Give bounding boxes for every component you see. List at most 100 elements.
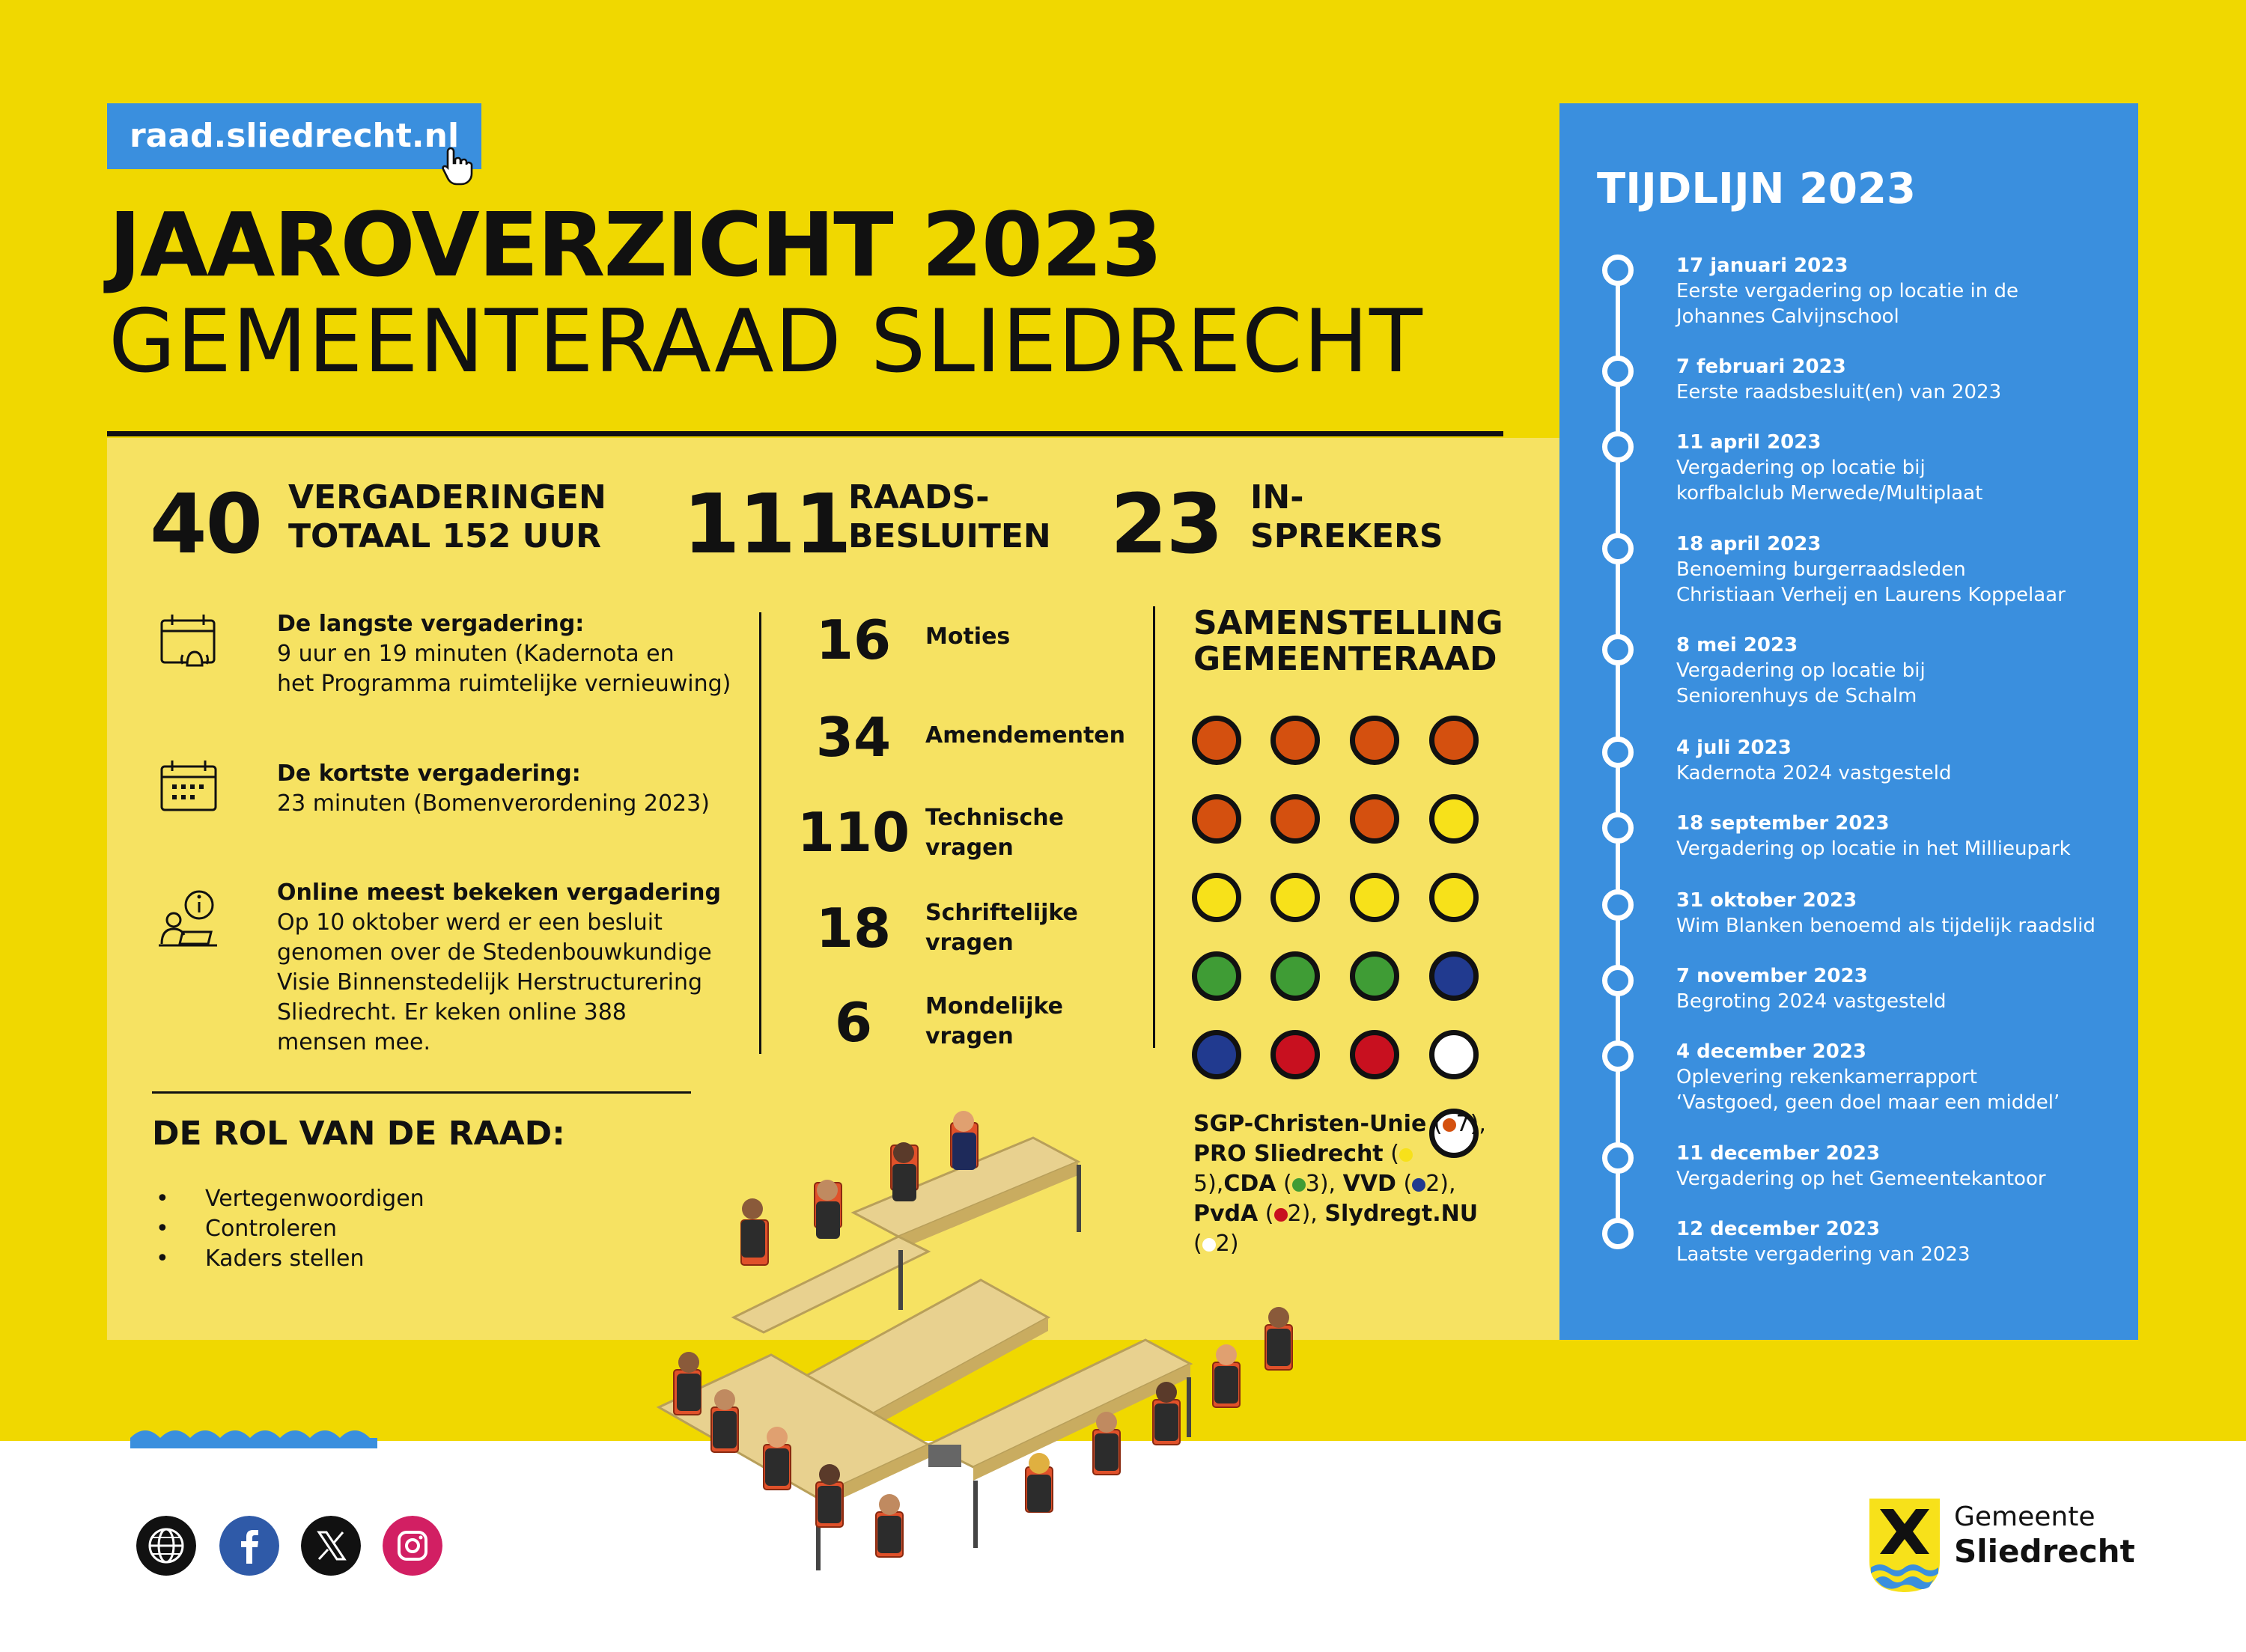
stat-meetings-label-1: VERGADERINGEN (288, 478, 606, 516)
legend-seat-count: 2 (1287, 1201, 1302, 1227)
seat-circle (1429, 951, 1479, 1001)
calendar-icon (160, 761, 217, 811)
longest-meeting-heading: De langste vergadering: (277, 611, 585, 637)
seat-circle (1429, 873, 1479, 922)
role-item: Kaders stellen (205, 1246, 365, 1272)
legend-close-paren: ), (1319, 1171, 1343, 1197)
page-subtitle: GEMEENTERAAD SLIEDRECHT (109, 291, 1423, 392)
seat-circle (1350, 951, 1399, 1001)
timeline-date: 17 januari 2023 (1676, 254, 1848, 277)
website-url-link[interactable]: raad.sliedrecht.nl (107, 103, 481, 169)
seat-circle (1192, 1030, 1241, 1079)
legend-party-name: Slydregt.NU (1324, 1201, 1479, 1227)
timeline-text: Eerste raadsbesluit(en) van 2023 (1676, 381, 2002, 403)
council-meeting-illustration (656, 1111, 1293, 1570)
column-divider-left (759, 612, 761, 1054)
timeline-node (1602, 1040, 1634, 1072)
timeline-text: Vergadering op het Gemeentekantoor (1676, 1168, 2046, 1190)
wave-decoration-icon (130, 1430, 377, 1448)
most-viewed-heading: Online meest bekeken vergadering (277, 880, 721, 906)
legend-open-paren: ( (1383, 1141, 1399, 1167)
stat-meetings-number: 40 (150, 476, 263, 572)
legend-close-paren: ), (1301, 1201, 1325, 1227)
timeline-text: Kadernota 2024 vastgesteld (1676, 762, 1952, 784)
seat-circle (1350, 716, 1399, 765)
seat-circle (1350, 873, 1399, 922)
timeline-date: 11 december 2023 (1676, 1142, 1881, 1165)
seat-circle (1192, 951, 1241, 1001)
legend-party-name: VVD (1342, 1171, 1396, 1197)
legend-seat-count: 2 (1425, 1171, 1440, 1197)
legend-close-paren: ), (1440, 1171, 1456, 1197)
role-bullet: • (156, 1186, 169, 1212)
seat-circle (1350, 794, 1399, 844)
timeline-node (1602, 533, 1634, 564)
globe-icon[interactable] (136, 1516, 196, 1576)
timeline-date: 12 december 2023 (1676, 1218, 1881, 1240)
x-icon[interactable] (301, 1516, 361, 1576)
instagram-icon[interactable] (383, 1516, 442, 1576)
timeline-title: TIJDLIJN 2023 (1597, 165, 1916, 213)
stat-decisions-label-2: BESLUITEN (848, 517, 1051, 555)
role-bullet: • (156, 1246, 169, 1272)
stat-decisions-number: 111 (683, 476, 852, 572)
timeline-text: Eerste vergadering op locatie in de Joha… (1676, 280, 2019, 328)
legend-seat-count: 5 (1193, 1171, 1208, 1197)
table-segment (656, 1136, 1193, 1511)
timeline-date: 18 april 2023 (1676, 533, 1822, 555)
seat-circle (1192, 873, 1241, 922)
role-item: Controleren (205, 1216, 338, 1242)
seat-circle (1192, 716, 1241, 765)
column-divider-right (1153, 606, 1155, 1048)
timeline-text: Oplevering rekenkamerrapport ‘Vastgoed, … (1676, 1066, 2060, 1114)
legend-open-paren: ( (1276, 1171, 1292, 1197)
logo-text-gemeente: Gemeente (1954, 1502, 2096, 1532)
timeline-text: Vergadering op locatie bij korfbalclub M… (1676, 457, 1983, 505)
legend-open-paren: ( (1426, 1111, 1443, 1137)
role-bullet: • (156, 1216, 169, 1242)
composition-title-2: GEMEENTERAAD (1193, 640, 1497, 678)
timeline-node (1602, 356, 1634, 387)
facebook-icon[interactable] (219, 1516, 279, 1576)
legend-party-name: SGP-Christen-Unie (1193, 1111, 1427, 1137)
people (677, 1111, 1291, 1553)
legend-color-dot (1412, 1177, 1426, 1192)
seat-circle (1429, 1109, 1479, 1158)
pointer-hand-icon (442, 147, 473, 186)
count-written-questions-label: Schriftelijke vragen (925, 900, 1078, 956)
laptop (928, 1445, 961, 1467)
timeline-text: Benoeming burgerraadsleden Christiaan Ve… (1676, 558, 2066, 606)
logo-text-sliedrecht: Sliedrecht (1954, 1533, 2135, 1570)
timeline-text: Wim Blanken benoemd als tijdelijk raadsl… (1676, 915, 2096, 937)
longest-meeting-text: 9 uur en 19 minuten (Kadernota en het Pr… (277, 641, 731, 697)
seat-circle (1270, 794, 1320, 844)
timeline-text: Begroting 2024 vastgesteld (1676, 990, 1947, 1013)
stat-speakers-label-2: SPREKERS (1250, 517, 1443, 555)
legend-color-dot (1399, 1147, 1413, 1162)
seat-circle (1350, 1030, 1399, 1079)
count-oral-questions-label: Mondelijke vragen (925, 993, 1063, 1049)
legend-color-dot (1291, 1177, 1306, 1192)
most-viewed-text: Op 10 oktober werd er een besluit genome… (277, 909, 712, 1055)
legend-close-paren: ) (1229, 1231, 1239, 1257)
timeline-node (1602, 889, 1634, 921)
seat-circle (1192, 794, 1241, 844)
timeline-node (1602, 737, 1634, 768)
title-divider (107, 431, 1503, 436)
timeline-text: Vergadering op locatie in het Millieupar… (1676, 838, 2071, 860)
legend-close-paren: ), (1208, 1171, 1224, 1197)
count-motions-number: 16 (815, 609, 892, 671)
legend-color-dot (1442, 1118, 1456, 1132)
seat-circle (1270, 951, 1320, 1001)
legend-color-dot (1202, 1237, 1216, 1252)
composition-title-1: SAMENSTELLING (1193, 604, 1503, 642)
timeline-node (1602, 1218, 1634, 1249)
count-motions-label: Moties (925, 624, 1011, 650)
timeline-date: 4 december 2023 (1676, 1040, 1867, 1063)
timeline-date: 18 september 2023 (1676, 812, 1890, 835)
role-divider (152, 1091, 691, 1094)
shortest-meeting-text: 23 minuten (Bomenverordening 2023) (277, 790, 710, 817)
legend-party-name: PRO Sliedrecht (1193, 1141, 1384, 1167)
timeline-panel (1559, 103, 2138, 1340)
count-amendments-label: Amendementen (925, 722, 1126, 749)
